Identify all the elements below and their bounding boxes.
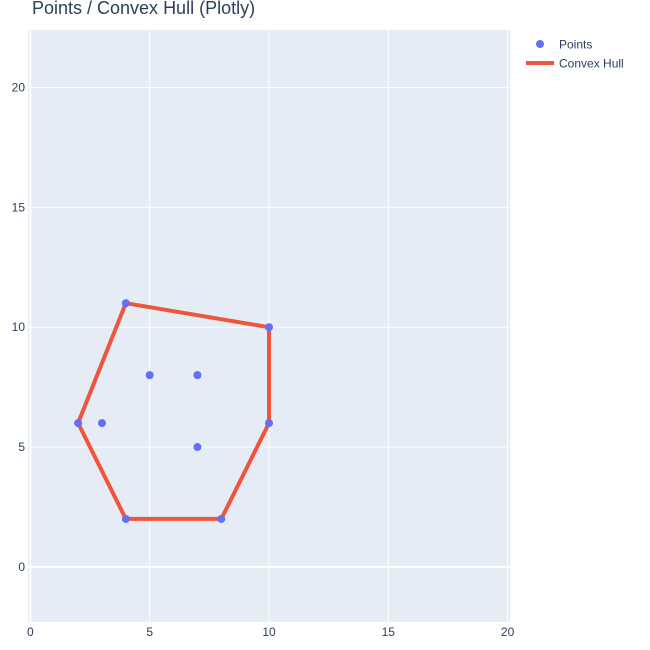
- y-tick-label-20: 20: [12, 81, 26, 95]
- legend-convex-hull-label: Convex Hull: [559, 57, 624, 71]
- data-point: [97, 419, 106, 428]
- data-point: [121, 514, 130, 523]
- x-tick-label-5: 5: [146, 625, 153, 639]
- points-series: [74, 299, 273, 523]
- y-tick-label-0: 0: [18, 560, 25, 574]
- legend-points-label: Points: [559, 38, 592, 52]
- y-tick-label-15: 15: [12, 200, 26, 214]
- legend-item-convex-hull[interactable]: Convex Hull: [526, 57, 624, 71]
- data-point: [193, 371, 202, 380]
- data-point: [74, 419, 83, 428]
- legend-points-marker: [536, 40, 544, 48]
- data-point: [217, 514, 226, 523]
- y-tick-label-10: 10: [12, 320, 26, 334]
- x-axis-ticks: 0 5 10 15 20: [27, 625, 515, 639]
- gridlines: [28, 30, 510, 622]
- y-axis-ticks: 0 5 10 15 20: [12, 81, 26, 574]
- data-point: [193, 443, 202, 452]
- x-tick-label-10: 10: [262, 625, 276, 639]
- data-point: [265, 323, 273, 332]
- data-point: [265, 419, 273, 428]
- x-tick-label-0: 0: [27, 625, 34, 639]
- data-point: [121, 299, 130, 308]
- x-tick-label-20: 20: [501, 625, 515, 639]
- legend-item-points[interactable]: Points: [536, 38, 592, 52]
- x-tick-label-15: 15: [382, 625, 396, 639]
- legend: Points Convex Hull: [526, 38, 624, 71]
- y-tick-label-5: 5: [18, 440, 25, 454]
- chart-title: Points / Convex Hull (Plotly): [32, 0, 256, 18]
- data-point: [145, 371, 154, 380]
